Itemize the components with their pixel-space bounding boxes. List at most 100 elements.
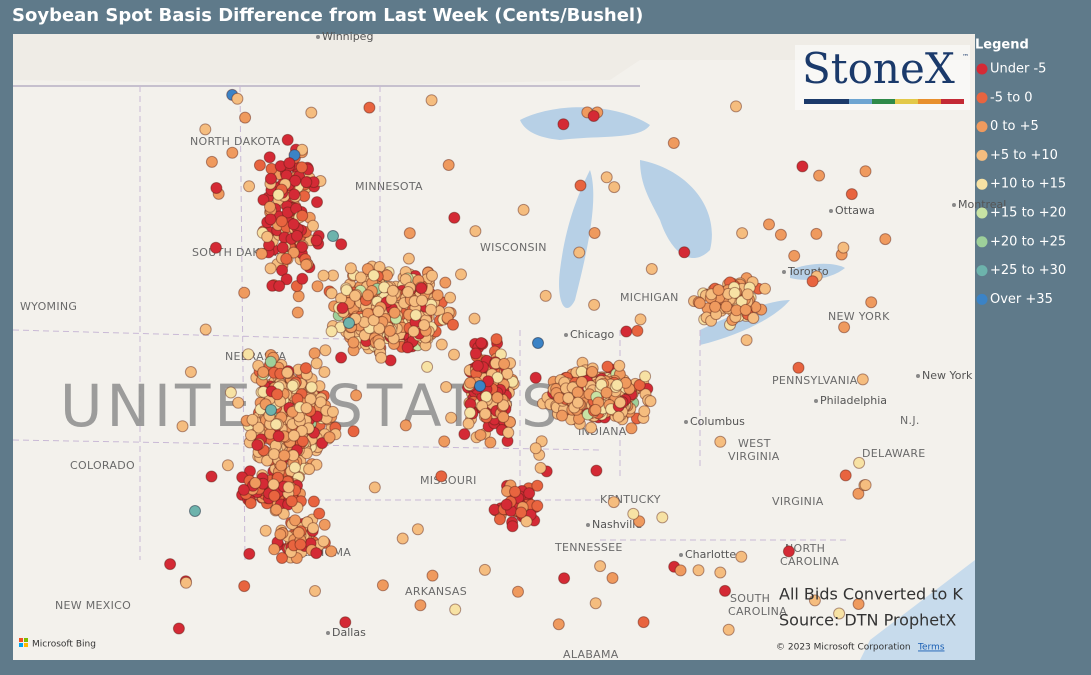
bing-icon [24, 638, 28, 642]
note: Source: DTN ProphetX [779, 611, 956, 630]
logo-bar-segment [804, 99, 849, 104]
city-dot [782, 270, 786, 274]
bid-marker [307, 495, 320, 508]
bid-marker [739, 303, 752, 316]
legend-label[interactable]: 0 to +5 [990, 119, 1039, 134]
bid-marker [678, 246, 691, 259]
bid-marker [720, 300, 733, 313]
legend-label[interactable]: Over +35 [990, 292, 1053, 307]
bid-marker [493, 513, 506, 526]
bid-marker [401, 341, 414, 354]
bid-marker [243, 180, 256, 193]
bid-marker [310, 234, 323, 247]
bid-marker [833, 607, 846, 620]
bid-marker [458, 428, 471, 441]
bid-marker [506, 520, 519, 533]
bid-marker [281, 133, 294, 146]
bid-marker [810, 227, 823, 240]
legend-label[interactable]: +5 to +10 [990, 148, 1058, 163]
legend-swatch[interactable] [976, 121, 988, 133]
bid-marker [411, 523, 424, 536]
bing-label: Microsoft Bing [32, 640, 96, 650]
bid-marker [287, 218, 300, 231]
state-label: MICHIGAN [620, 291, 679, 304]
legend-swatch[interactable] [976, 92, 988, 104]
bid-marker [736, 227, 749, 240]
lake-superior [520, 107, 650, 140]
bid-marker [295, 240, 308, 253]
bid-marker [386, 284, 399, 297]
bid-marker [180, 576, 193, 589]
title: Soybean Spot Basis Difference from Last … [12, 5, 643, 26]
bid-marker [368, 481, 381, 494]
bid-marker [600, 386, 613, 399]
bid-marker [414, 599, 427, 612]
bid-marker [231, 92, 244, 105]
legend-swatch[interactable] [976, 236, 988, 248]
bid-marker [289, 174, 302, 187]
bid-marker [291, 229, 303, 242]
bid-marker [226, 146, 239, 159]
logo-bar-segment [895, 99, 918, 104]
legend-swatch[interactable] [976, 149, 988, 161]
bid-marker [205, 155, 218, 168]
bid-marker [323, 431, 336, 444]
city-dot [684, 420, 688, 424]
bid-marker [608, 181, 621, 194]
legend-title: Legend [975, 38, 1029, 53]
state-label: PENNSYLVANIA [772, 374, 858, 387]
state-label: TENNESSEE [554, 541, 623, 554]
city-label: Columbus [690, 415, 745, 428]
bid-marker [740, 334, 753, 347]
bid-marker [238, 286, 251, 299]
legend-label[interactable]: Under -5 [990, 62, 1046, 77]
bid-marker [288, 149, 301, 162]
bid-marker [295, 161, 308, 174]
bid-marker [373, 338, 386, 351]
city-dot [586, 523, 590, 527]
bid-marker [268, 448, 281, 461]
bid-marker [264, 200, 276, 213]
bid-marker [350, 389, 363, 402]
bid-marker [299, 362, 312, 375]
bid-marker [372, 305, 385, 318]
bid-marker [263, 151, 276, 164]
bid-marker [523, 487, 536, 500]
legend-swatch[interactable] [976, 207, 988, 219]
bid-marker [531, 499, 544, 512]
bid-marker [529, 442, 542, 455]
bid-marker [270, 418, 283, 431]
legend-swatch[interactable] [976, 63, 988, 75]
map: UNITED STATES NORTH DAKOTAMINNESOTASOUTH… [12, 30, 1006, 661]
terms-link[interactable]: Terms [917, 643, 945, 653]
legend-label[interactable]: +10 to +15 [990, 177, 1066, 192]
bid-marker [590, 464, 603, 477]
bid-marker [232, 396, 245, 409]
legend-label[interactable]: +20 to +25 [990, 234, 1066, 249]
bid-marker [782, 545, 795, 558]
bid-marker [264, 355, 277, 368]
bid-marker [339, 616, 352, 629]
bid-marker [562, 392, 575, 404]
legend-label[interactable]: +15 to +20 [990, 206, 1066, 221]
legend-swatch[interactable] [976, 293, 988, 305]
legend-label[interactable]: +25 to +30 [990, 263, 1066, 278]
city-label: Charlotte [685, 548, 736, 561]
bid-marker [300, 176, 313, 189]
bid-marker [296, 209, 309, 222]
bid-marker [445, 411, 458, 424]
logo-bar-segment [918, 99, 941, 104]
bid-marker [275, 215, 288, 228]
bid-marker [268, 489, 281, 502]
bid-marker [425, 94, 438, 107]
legend-label[interactable]: -5 to 0 [990, 90, 1033, 105]
legend-swatch[interactable] [976, 178, 988, 190]
bid-marker [317, 269, 330, 282]
city-label: Winnipeg [322, 30, 373, 43]
logo-mark: ™ [962, 53, 969, 61]
bid-marker [859, 165, 872, 178]
bid-marker [853, 456, 866, 469]
legend-swatch[interactable] [976, 265, 988, 277]
bid-marker [589, 403, 602, 416]
